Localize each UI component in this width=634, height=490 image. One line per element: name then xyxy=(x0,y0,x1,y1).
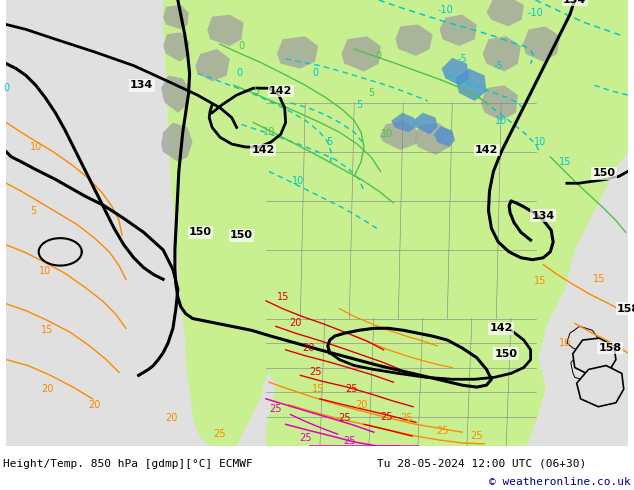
Text: 134: 134 xyxy=(532,211,555,220)
Text: 25: 25 xyxy=(269,404,282,414)
Text: -5: -5 xyxy=(457,54,467,64)
Text: 134: 134 xyxy=(563,0,586,5)
Text: 150: 150 xyxy=(593,169,616,178)
Text: 150: 150 xyxy=(495,349,517,359)
Text: 20: 20 xyxy=(41,384,54,394)
Text: 158: 158 xyxy=(617,304,634,314)
Text: 0: 0 xyxy=(3,83,10,93)
Text: 150: 150 xyxy=(189,227,212,237)
Polygon shape xyxy=(439,15,477,46)
Text: 5: 5 xyxy=(253,86,259,96)
Polygon shape xyxy=(207,15,243,46)
Text: 20: 20 xyxy=(302,343,314,353)
Text: 10: 10 xyxy=(559,338,571,348)
Text: 10: 10 xyxy=(263,127,275,137)
Text: 142: 142 xyxy=(269,86,292,96)
Polygon shape xyxy=(441,58,469,85)
Text: 10: 10 xyxy=(292,176,304,186)
Polygon shape xyxy=(380,121,418,150)
Text: Height/Temp. 850 hPa [gdmp][°C] ECMWF: Height/Temp. 850 hPa [gdmp][°C] ECMWF xyxy=(3,459,253,468)
Text: 15: 15 xyxy=(559,157,571,167)
Text: © weatheronline.co.uk: © weatheronline.co.uk xyxy=(489,477,631,487)
Polygon shape xyxy=(455,69,486,101)
Polygon shape xyxy=(481,85,518,121)
Text: 10: 10 xyxy=(30,142,42,152)
Polygon shape xyxy=(391,113,416,132)
Text: 0: 0 xyxy=(312,69,318,78)
Text: -5: -5 xyxy=(493,61,503,71)
Polygon shape xyxy=(396,24,432,56)
Text: 5: 5 xyxy=(30,206,37,216)
Text: 142: 142 xyxy=(252,145,275,155)
Text: 20: 20 xyxy=(355,400,367,410)
Text: 25: 25 xyxy=(309,368,321,377)
Text: 142: 142 xyxy=(489,323,513,333)
Polygon shape xyxy=(163,0,628,446)
Text: 10: 10 xyxy=(39,267,51,276)
Polygon shape xyxy=(571,350,612,382)
Text: 158: 158 xyxy=(598,343,621,353)
Polygon shape xyxy=(277,36,318,69)
Polygon shape xyxy=(577,366,624,407)
Text: 25: 25 xyxy=(400,414,413,423)
Text: 0: 0 xyxy=(236,69,243,78)
Polygon shape xyxy=(163,5,189,29)
Text: 15: 15 xyxy=(534,276,547,286)
FancyBboxPatch shape xyxy=(6,0,628,446)
Polygon shape xyxy=(266,274,545,446)
Polygon shape xyxy=(573,338,616,375)
Text: 142: 142 xyxy=(475,145,498,155)
Text: 5: 5 xyxy=(327,137,333,147)
Text: 10: 10 xyxy=(380,129,392,139)
Text: 25: 25 xyxy=(345,384,358,394)
Polygon shape xyxy=(486,0,524,26)
Polygon shape xyxy=(482,36,521,72)
Text: 25: 25 xyxy=(343,436,356,446)
Text: 10: 10 xyxy=(534,137,547,147)
Text: Tu 28-05-2024 12:00 UTC (06+30): Tu 28-05-2024 12:00 UTC (06+30) xyxy=(377,459,586,468)
Polygon shape xyxy=(161,122,193,162)
Polygon shape xyxy=(414,122,452,155)
Text: 15: 15 xyxy=(276,292,289,302)
Text: 0: 0 xyxy=(376,51,382,61)
Text: 25: 25 xyxy=(470,431,483,441)
Text: -10: -10 xyxy=(437,5,453,15)
Text: 10: 10 xyxy=(495,116,507,125)
Text: 25: 25 xyxy=(338,414,351,423)
Polygon shape xyxy=(413,113,437,134)
Text: 0: 0 xyxy=(238,41,245,51)
Text: 20: 20 xyxy=(88,400,101,410)
Text: -10: -10 xyxy=(527,8,543,18)
Text: 25: 25 xyxy=(380,412,393,421)
Polygon shape xyxy=(434,126,455,147)
Polygon shape xyxy=(342,36,380,72)
Polygon shape xyxy=(567,326,599,353)
Text: 5: 5 xyxy=(368,88,374,98)
Polygon shape xyxy=(163,32,190,62)
Polygon shape xyxy=(523,26,560,62)
Text: 25: 25 xyxy=(299,433,311,443)
Text: 25: 25 xyxy=(436,426,449,436)
Text: 15: 15 xyxy=(593,274,605,284)
Text: 20: 20 xyxy=(289,318,302,328)
Polygon shape xyxy=(195,49,230,81)
Text: 134: 134 xyxy=(130,80,153,90)
Text: 15: 15 xyxy=(41,325,54,335)
Text: 5: 5 xyxy=(356,100,362,110)
Text: 150: 150 xyxy=(230,230,253,240)
Text: 20: 20 xyxy=(165,414,177,423)
Polygon shape xyxy=(161,75,191,113)
Text: 25: 25 xyxy=(214,429,226,439)
Text: 15: 15 xyxy=(312,384,324,394)
